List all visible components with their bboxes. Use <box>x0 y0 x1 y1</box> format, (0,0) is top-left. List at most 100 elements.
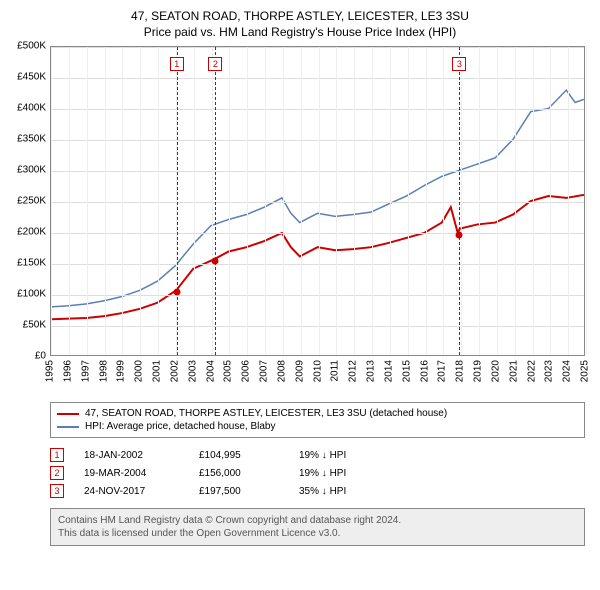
footer-line1: Contains HM Land Registry data © Crown c… <box>58 514 577 527</box>
gridline-v <box>87 47 88 355</box>
gridline-h <box>51 140 584 141</box>
gridline-v <box>443 47 444 355</box>
gridline-h <box>51 295 584 296</box>
gridline-v <box>336 47 337 355</box>
x-tick-label: 2001 <box>152 360 163 382</box>
gridline-v <box>372 47 373 355</box>
x-tick-label: 2012 <box>348 360 359 382</box>
x-tick-label: 2021 <box>508 360 519 382</box>
y-tick-label: £400K <box>17 103 46 114</box>
x-tick-label: 2023 <box>544 360 555 382</box>
gridline-v <box>426 47 427 355</box>
sale-row-diff: 35% ↓ HPI <box>299 486 346 497</box>
y-tick-label: £50K <box>23 320 46 331</box>
gridline-v <box>319 47 320 355</box>
x-tick-label: 1997 <box>80 360 91 382</box>
sale-row-diff: 19% ↓ HPI <box>299 468 346 479</box>
y-tick-label: £100K <box>17 289 46 300</box>
sale-row: 2 19-MAR-2004 £156,000 19% ↓ HPI <box>50 464 585 482</box>
line-layer <box>51 47 584 355</box>
x-tick-label: 2017 <box>437 360 448 382</box>
sale-row-date: 24-NOV-2017 <box>84 486 179 497</box>
y-tick-label: £450K <box>17 72 46 83</box>
sale-row: 3 24-NOV-2017 £197,500 35% ↓ HPI <box>50 482 585 500</box>
y-tick-label: £200K <box>17 227 46 238</box>
sale-marker-badge: 2 <box>208 57 222 71</box>
sales-table: 118-JAN-2002£104,99519% ↓ HPI219-MAR-200… <box>50 446 585 500</box>
gridline-v <box>229 47 230 355</box>
series-hpi-line <box>51 90 584 307</box>
x-tick-label: 2016 <box>419 360 430 382</box>
x-tick-label: 2009 <box>294 360 305 382</box>
gridline-v <box>140 47 141 355</box>
title-subtitle: Price paid vs. HM Land Registry's House … <box>10 24 590 40</box>
chart-titles: 47, SEATON ROAD, THORPE ASTLEY, LEICESTE… <box>10 8 590 40</box>
legend-row: HPI: Average price, detached house, Blab… <box>57 420 578 433</box>
gridline-v <box>194 47 195 355</box>
gridline-v <box>586 47 587 355</box>
sale-marker-point <box>212 257 219 264</box>
y-tick-label: £300K <box>17 165 46 176</box>
gridline-v <box>69 47 70 355</box>
gridline-v <box>105 47 106 355</box>
gridline-h <box>51 47 584 48</box>
x-tick-label: 1998 <box>98 360 109 382</box>
gridline-v <box>247 47 248 355</box>
x-tick-label: 2013 <box>366 360 377 382</box>
x-tick-label: 2024 <box>562 360 573 382</box>
y-tick-label: £150K <box>17 258 46 269</box>
sale-row-diff: 19% ↓ HPI <box>299 450 346 461</box>
gridline-v <box>497 47 498 355</box>
title-address: 47, SEATON ROAD, THORPE ASTLEY, LEICESTE… <box>10 8 590 24</box>
legend-label: HPI: Average price, detached house, Blab… <box>85 421 276 432</box>
x-tick-label: 1995 <box>45 360 56 382</box>
chart-area: £0£50K£100K£150K£200K£250K£300K£350K£400… <box>10 46 590 396</box>
gridline-v <box>122 47 123 355</box>
gridline-v <box>212 47 213 355</box>
x-tick-label: 2007 <box>259 360 270 382</box>
sale-row-date: 18-JAN-2002 <box>84 450 179 461</box>
sale-marker-point <box>173 289 180 296</box>
sale-row-price: £156,000 <box>199 468 279 479</box>
gridline-v <box>390 47 391 355</box>
plot-area: 1 2 3 <box>50 46 585 356</box>
sale-marker-badge: 1 <box>170 57 184 71</box>
footer-attribution: Contains HM Land Registry data © Crown c… <box>50 508 585 546</box>
x-tick-label: 2008 <box>276 360 287 382</box>
sale-row-badge: 2 <box>50 466 64 480</box>
sale-row-badge: 1 <box>50 448 64 462</box>
x-tick-label: 2022 <box>526 360 537 382</box>
sale-row-price: £197,500 <box>199 486 279 497</box>
gridline-v <box>51 47 52 355</box>
x-tick-label: 2025 <box>580 360 591 382</box>
legend-label: 47, SEATON ROAD, THORPE ASTLEY, LEICESTE… <box>85 408 447 419</box>
x-tick-label: 2020 <box>490 360 501 382</box>
gridline-v <box>265 47 266 355</box>
gridline-v <box>515 47 516 355</box>
y-tick-label: £250K <box>17 196 46 207</box>
gridline-v <box>301 47 302 355</box>
x-tick-label: 2004 <box>205 360 216 382</box>
x-tick-label: 2014 <box>383 360 394 382</box>
gridline-h <box>51 202 584 203</box>
sale-row-date: 19-MAR-2004 <box>84 468 179 479</box>
x-tick-label: 1996 <box>62 360 73 382</box>
gridline-v <box>408 47 409 355</box>
x-tick-label: 2000 <box>134 360 145 382</box>
y-tick-label: £500K <box>17 41 46 52</box>
x-tick-label: 2015 <box>401 360 412 382</box>
x-tick-label: 2003 <box>187 360 198 382</box>
sale-row: 118-JAN-2002£104,99519% ↓ HPI <box>50 446 585 464</box>
y-axis: £0£50K£100K£150K£200K£250K£300K£350K£400… <box>10 46 50 356</box>
gridline-v <box>283 47 284 355</box>
gridline-v <box>568 47 569 355</box>
sale-marker-line <box>215 47 216 355</box>
gridline-h <box>51 233 584 234</box>
footer-line2: This data is licensed under the Open Gov… <box>58 527 577 540</box>
gridline-h <box>51 78 584 79</box>
sale-marker-badge: 3 <box>452 57 466 71</box>
x-tick-label: 2005 <box>223 360 234 382</box>
sale-row-badge: 3 <box>50 484 64 498</box>
sale-marker-line <box>177 47 178 355</box>
gridline-h <box>51 171 584 172</box>
